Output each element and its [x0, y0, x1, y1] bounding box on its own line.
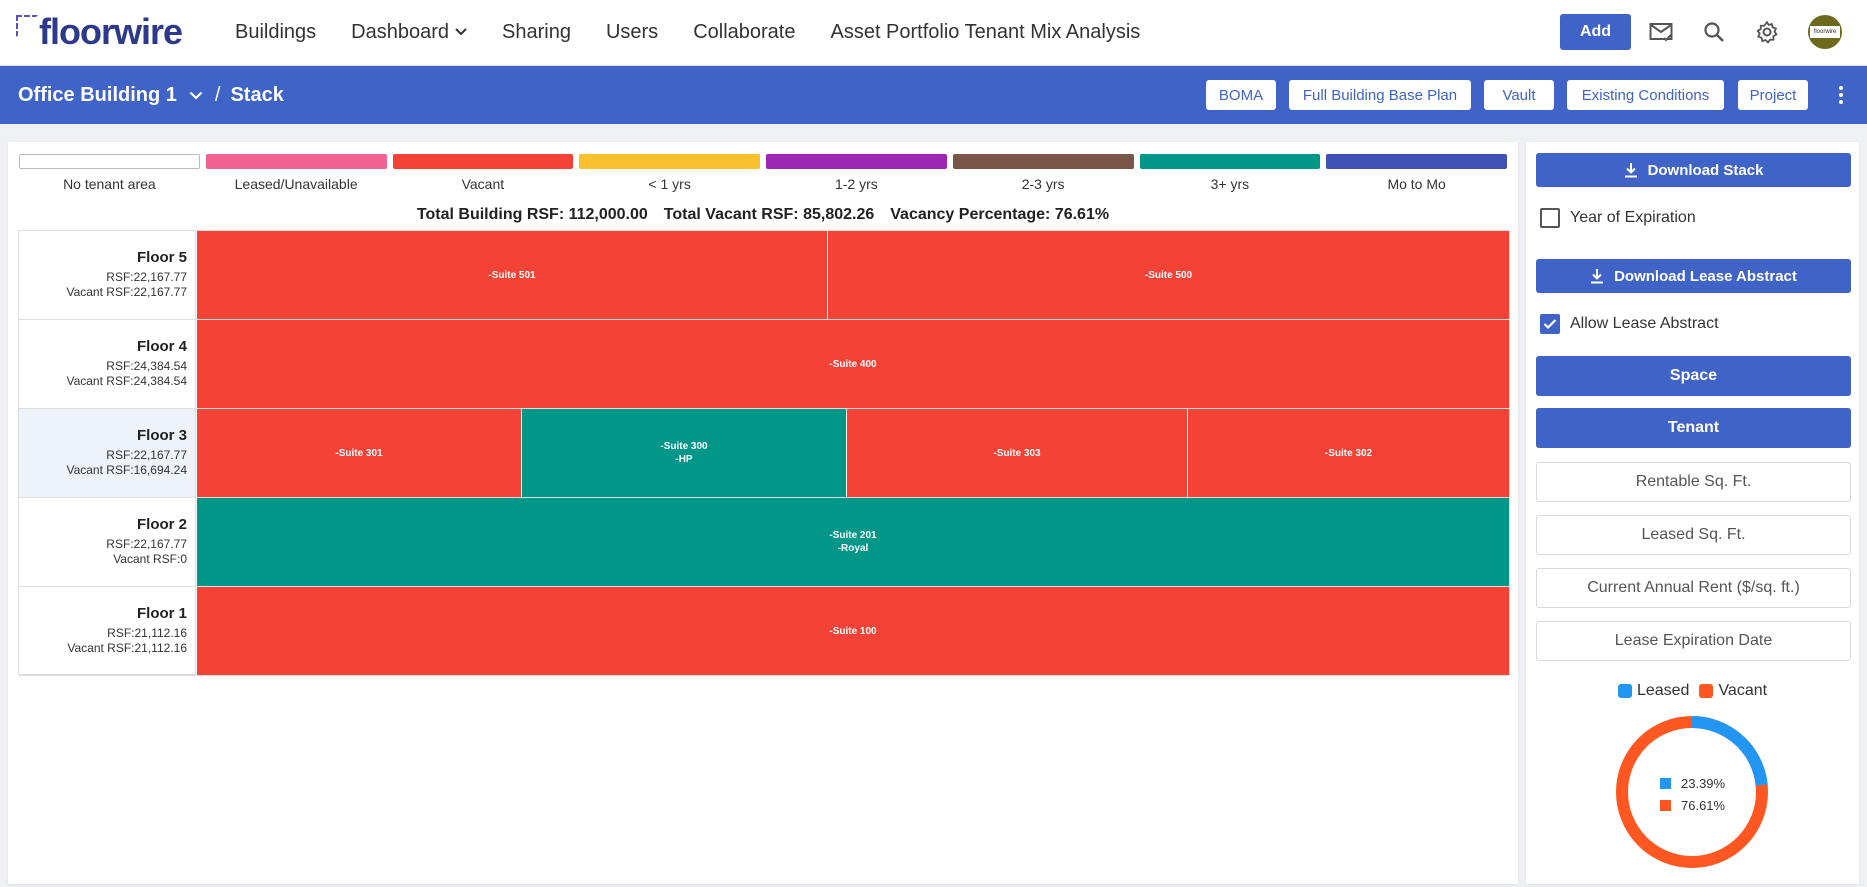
- legend-item: Mo to Mo: [1326, 154, 1507, 192]
- logo-mark-icon: [16, 15, 38, 37]
- floor-label: Floor 4 RSF:24,384.54 Vacant RSF:24,384.…: [19, 320, 196, 408]
- floor-row: Floor 3 RSF:22,167.77 Vacant RSF:16,694.…: [19, 409, 1509, 498]
- legend-item: 1-2 yrs: [766, 154, 947, 192]
- breadcrumb-separator: /: [214, 83, 221, 106]
- full-building-base-plan-button[interactable]: Full Building Base Plan: [1289, 80, 1471, 110]
- allow-lease-abstract-checkbox[interactable]: Allow Lease Abstract: [1540, 314, 1719, 334]
- building-totals: Total Building RSF: 112,000.00 Total Vaca…: [8, 206, 1518, 224]
- nav-buildings[interactable]: Buildings: [235, 20, 317, 43]
- legend-swatch: [579, 154, 760, 169]
- building-header-bar: Office Building 1 / Stack BOMA Full Buil…: [0, 66, 1867, 124]
- more-options-icon[interactable]: [1832, 84, 1850, 106]
- year-of-expiration-checkbox[interactable]: Year of Expiration: [1540, 208, 1696, 228]
- total-building-rsf: Total Building RSF: 112,000.00: [416, 206, 648, 223]
- legend-swatch: [1139, 154, 1321, 169]
- building-selector[interactable]: Office Building 1: [18, 83, 177, 106]
- stack-controls-panel: Download Stack Year of Expiration Downlo…: [1526, 142, 1859, 884]
- download-lease-abstract-button[interactable]: Download Lease Abstract: [1536, 259, 1851, 293]
- tenant-button[interactable]: Tenant: [1536, 408, 1851, 448]
- floorwire-logo[interactable]: floorwire: [16, 14, 183, 50]
- main-nav: Buildings Dashboard Sharing Users Collab…: [235, 0, 1175, 64]
- floor-row: Floor 4 RSF:24,384.54 Vacant RSF:24,384.…: [19, 320, 1509, 409]
- gear-icon[interactable]: [1753, 18, 1781, 46]
- legend-item: Leased/Unavailable: [205, 154, 387, 192]
- top-navbar: floorwire Buildings Dashboard Sharing Us…: [0, 0, 1867, 66]
- chevron-down-icon: [455, 28, 467, 36]
- legend-item: No tenant area: [19, 154, 200, 192]
- nav-users[interactable]: Users: [605, 20, 659, 43]
- mail-icon[interactable]: [1647, 18, 1675, 46]
- floor-row: Floor 5 RSF:22,167.77 Vacant RSF:22,167.…: [19, 231, 1509, 320]
- legend-swatch: [392, 154, 574, 169]
- chevron-down-icon[interactable]: [189, 91, 203, 100]
- space-button[interactable]: Space: [1536, 356, 1851, 396]
- boma-button[interactable]: BOMA: [1206, 80, 1276, 110]
- floor-label: Floor 3 RSF:22,167.77 Vacant RSF:16,694.…: [19, 409, 196, 497]
- suite-block[interactable]: -Suite 301: [196, 409, 521, 497]
- leased-sq-ft-button[interactable]: Leased Sq. Ft.: [1536, 515, 1851, 555]
- donut-leased-arc: [1616, 716, 1768, 868]
- total-vacant-rsf: Total Vacant RSF: 85,802.26: [663, 206, 875, 223]
- suite-block[interactable]: -Suite 500: [827, 231, 1509, 319]
- search-icon[interactable]: [1700, 18, 1728, 46]
- suite-block[interactable]: -Suite 100: [196, 587, 1509, 675]
- legend-swatch: [19, 154, 200, 169]
- legend-item-vacant[interactable]: Vacant: [1699, 682, 1767, 700]
- checkmark-icon: [1540, 314, 1560, 334]
- legend-item: 3+ yrs: [1139, 154, 1321, 192]
- rentable-sq-ft-button[interactable]: Rentable Sq. Ft.: [1536, 462, 1851, 502]
- project-button[interactable]: Project: [1738, 80, 1808, 110]
- user-avatar[interactable]: floorwire: [1808, 15, 1842, 49]
- legend-item: < 1 yrs: [579, 154, 760, 192]
- occupancy-legend: Leased Vacant: [1526, 682, 1859, 700]
- suite-block[interactable]: -Suite 303: [846, 409, 1187, 497]
- download-stack-button[interactable]: Download Stack: [1536, 153, 1851, 187]
- legend-swatch: [205, 154, 387, 169]
- floor-row: Floor 1 RSF:21,112.16 Vacant RSF:21,112.…: [19, 587, 1509, 676]
- nav-tenant-mix-analysis[interactable]: Asset Portfolio Tenant Mix Analysis: [830, 20, 1141, 43]
- stack-panel: No tenant area Leased/Unavailable Vacant…: [8, 142, 1518, 884]
- legend-swatch: [952, 154, 1134, 169]
- floor-label: Floor 1 RSF:21,112.16 Vacant RSF:21,112.…: [19, 587, 196, 675]
- suite-block[interactable]: -Suite 400: [196, 320, 1509, 408]
- download-icon: [1624, 163, 1637, 178]
- donut-center-legend: 23.39% 76.61%: [1660, 772, 1725, 816]
- suite-block[interactable]: -Suite 300 -HP: [521, 409, 846, 497]
- floor-row: Floor 2 RSF:22,167.77 Vacant RSF:0 -Suit…: [19, 498, 1509, 587]
- lease-expiration-date-button[interactable]: Lease Expiration Date: [1536, 621, 1851, 661]
- suite-block[interactable]: -Suite 302: [1187, 409, 1509, 497]
- floor-label: Floor 5 RSF:22,167.77 Vacant RSF:22,167.…: [19, 231, 196, 319]
- checkbox-icon: [1540, 208, 1560, 228]
- nav-collaborate[interactable]: Collaborate: [693, 20, 796, 43]
- floor-label: Floor 2 RSF:22,167.77 Vacant RSF:0: [19, 498, 196, 586]
- breadcrumb-current: Stack: [230, 83, 284, 106]
- existing-conditions-button[interactable]: Existing Conditions: [1567, 80, 1724, 110]
- nav-sharing[interactable]: Sharing: [502, 20, 571, 43]
- breadcrumb: Office Building 1 / Stack: [18, 66, 284, 124]
- vault-button[interactable]: Vault: [1484, 80, 1554, 110]
- vacant-percentage: 76.61%: [1660, 794, 1725, 816]
- download-icon: [1591, 269, 1604, 284]
- legend-swatch: [766, 154, 947, 169]
- suite-block[interactable]: -Suite 501: [196, 231, 827, 319]
- legend-item: 2-3 yrs: [952, 154, 1134, 192]
- occupancy-donut-chart: [1616, 716, 1768, 868]
- suite-block[interactable]: -Suite 201 -Royal: [196, 498, 1509, 586]
- legend-swatch: [1326, 154, 1507, 169]
- vacancy-percentage: Vacancy Percentage: 76.61%: [890, 206, 1110, 223]
- add-button[interactable]: Add: [1560, 14, 1631, 50]
- stacking-plan: Floor 5 RSF:22,167.77 Vacant RSF:22,167.…: [18, 230, 1510, 676]
- nav-dashboard[interactable]: Dashboard: [351, 21, 467, 44]
- status-legend: No tenant area Leased/Unavailable Vacant…: [16, 154, 1510, 192]
- legend-item-leased[interactable]: Leased: [1617, 682, 1689, 700]
- current-annual-rent-button[interactable]: Current Annual Rent ($/sq. ft.): [1536, 568, 1851, 608]
- legend-item: Vacant: [392, 154, 574, 192]
- leased-percentage: 23.39%: [1660, 772, 1725, 794]
